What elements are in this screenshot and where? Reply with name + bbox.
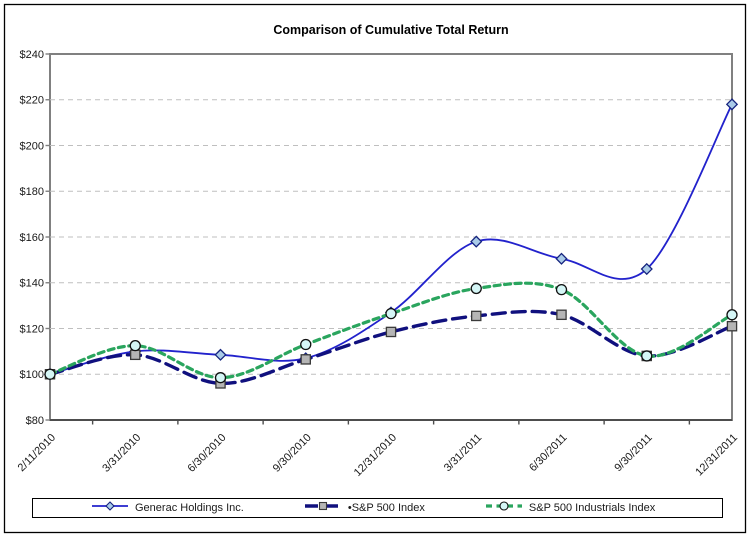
marker-square	[470, 310, 482, 322]
outer-border	[3, 3, 747, 534]
marker-circle	[300, 338, 312, 351]
legend-item-sp500-industrials: S&P 500 Industrials Index	[485, 499, 655, 517]
marker-circle	[555, 283, 568, 296]
legend-marker	[499, 501, 509, 511]
marker-square	[300, 354, 311, 365]
legend-item-sp500: •S&P 500 Index	[304, 499, 425, 517]
x-tick-label: 9/30/2011	[612, 432, 655, 475]
y-axis-labels: $240 $220 $200 $180 $160 $140 $120 $100 $80	[20, 49, 44, 427]
marker-square	[129, 349, 141, 361]
legend-marker	[105, 501, 115, 511]
marker-diamond	[640, 262, 653, 276]
legend-sample-industrials-dash-circle-icon	[485, 501, 522, 511]
x-tick-label: 12/31/2011	[693, 432, 740, 479]
legend-item-generac: Generac Holdings Inc.	[91, 499, 244, 517]
x-tick-label: 6/30/2011	[527, 432, 570, 475]
legend-sample-industrials-dash-circle-icon	[485, 499, 523, 517]
legend: Generac Holdings Inc. •S&P 500 Index S&P…	[32, 498, 723, 518]
chart-title: Comparison of Cumulative Total Return	[273, 23, 508, 37]
marker-diamond	[555, 252, 568, 265]
y-tick-label: $80	[26, 415, 44, 427]
marker-circle	[726, 309, 738, 321]
marker-circle	[44, 368, 56, 380]
x-tick-label: 9/30/2010	[271, 432, 314, 475]
marker-circle	[214, 372, 227, 384]
legend-sample-generac-line-diamond-icon	[92, 501, 128, 511]
y-tick-label: $220	[20, 95, 44, 107]
x-axis-labels: 2/11/2010 3/31/2010 6/30/2010 9/30/2010 12/3…	[16, 432, 741, 479]
y-tick-label: $100	[20, 369, 44, 381]
marker-diamond	[470, 235, 483, 248]
y-tick-label: $240	[20, 49, 44, 61]
legend-label: S&P 500 Industrials Index	[528, 501, 656, 514]
series-line-1	[48, 309, 734, 386]
series-line-2	[48, 281, 734, 380]
marker-circle	[129, 340, 141, 352]
marker-diamond	[725, 98, 739, 111]
x-tick-label: 3/31/2010	[100, 432, 143, 475]
legend-label: •S&P 500 Index	[347, 501, 425, 514]
y-tick-label: $120	[20, 323, 44, 335]
x-tick-label: 12/31/2010	[352, 432, 399, 479]
x-axis-ticks	[91, 420, 691, 425]
x-tick-label: 6/30/2010	[186, 432, 229, 475]
legend-marker	[318, 501, 327, 511]
legend-sample-sp500-dash-square-icon	[304, 499, 342, 517]
marker-diamond	[214, 348, 227, 361]
marker-circle	[470, 282, 482, 295]
x-tick-label: 2/11/2010	[16, 432, 59, 475]
marker-circle	[385, 307, 397, 320]
y-tick-label: $180	[20, 186, 44, 198]
legend-sample-generac-line-diamond-icon	[91, 499, 129, 517]
legend-label: Generac Holdings Inc.	[135, 501, 244, 514]
legend-sample-sp500-dash-square-icon	[304, 501, 341, 511]
marker-square	[385, 326, 397, 338]
marker-square	[726, 320, 738, 332]
y-tick-label: $140	[20, 278, 44, 290]
y-tick-label: $200	[20, 140, 44, 152]
y-tick-label: $160	[20, 232, 44, 244]
x-tick-label: 3/31/2011	[442, 432, 485, 475]
series-markers	[43, 98, 739, 389]
marker-square	[556, 309, 567, 321]
marker-circle	[641, 350, 653, 362]
gridlines	[50, 99, 732, 375]
